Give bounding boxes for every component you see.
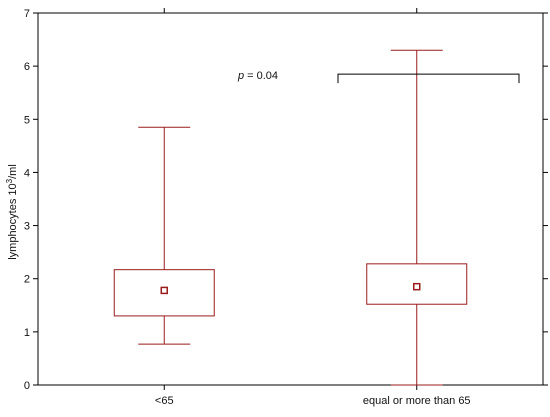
y-axis-label-tail: /ml [7,164,19,179]
y-tick-label: 5 [24,114,30,126]
box-plot [113,126,215,345]
axes: 0 1 2 3 4 5 6 7 <65 equal or more than 65 [24,8,548,407]
p-value: = 0.04 [244,70,278,82]
annotation: p = 0.04 [237,70,520,84]
y-axis-label-main: lymphocytes 10 [7,183,19,259]
y-tick-label: 3 [24,221,30,233]
p-label: p [237,70,244,82]
y-tick-label: 1 [24,327,30,339]
box-plots [113,49,468,386]
median-marker [160,286,168,295]
significance-bracket [337,73,520,84]
x-tick-label: <65 [155,395,174,407]
plot-frame [37,12,544,386]
y-axis-label-superscript: 3 [5,178,14,183]
y-tick-label: 4 [24,167,30,179]
p-value-annotation: p = 0.04 [237,70,278,82]
y-tick-label: 6 [24,61,30,73]
y-tick-label: 7 [24,8,30,20]
x-tick-label: equal or more than 65 [363,395,471,407]
median-marker [413,282,421,291]
y-tick-label: 0 [24,380,30,392]
y-tick-label: 2 [24,274,30,286]
box-plot [366,49,468,386]
y-axis-label: lymphocytes 103/ml [5,164,19,260]
